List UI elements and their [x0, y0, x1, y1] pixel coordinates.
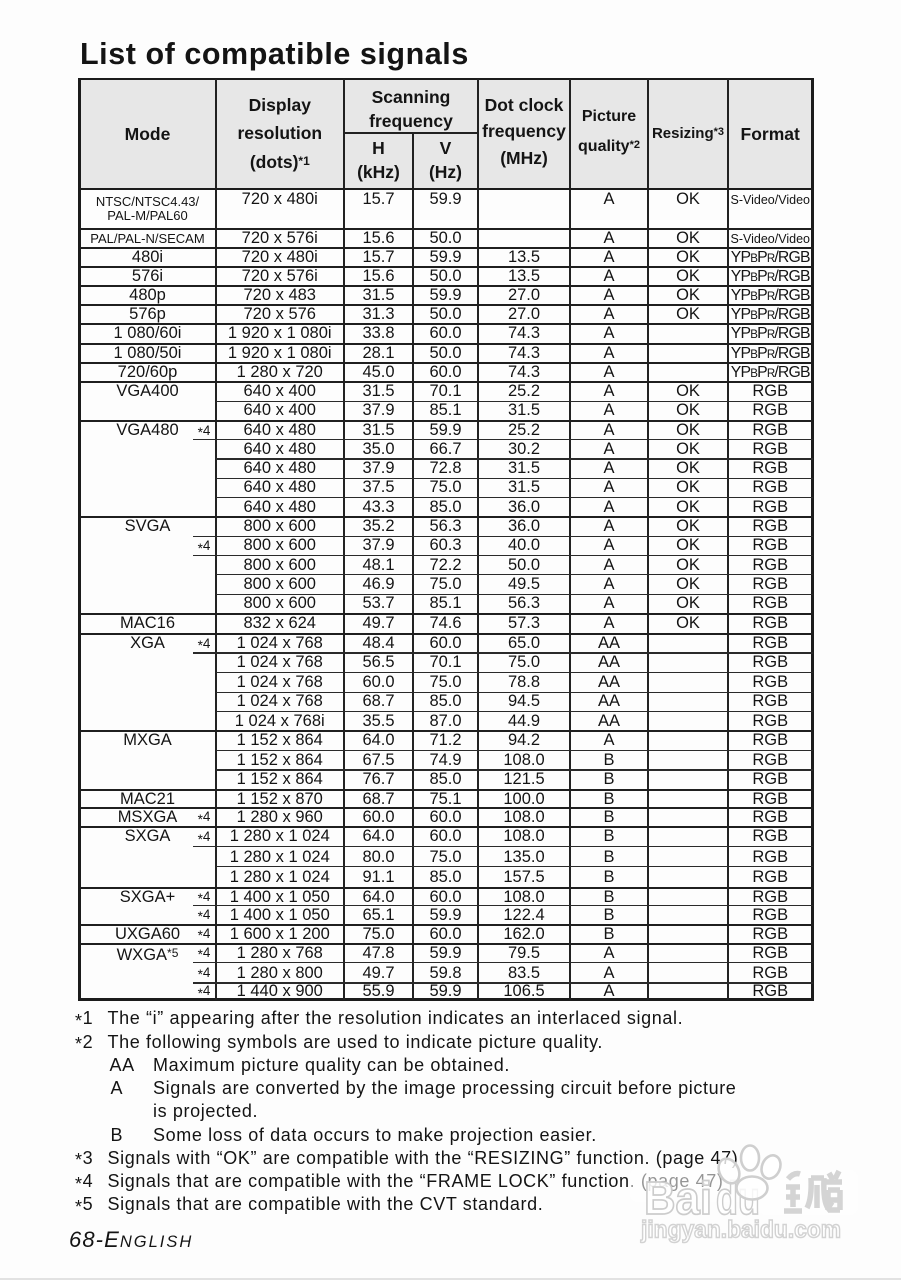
svg-text:jingyan.baidu.com: jingyan.baidu.com [640, 1217, 841, 1244]
svg-text:Bai: Bai [644, 1172, 712, 1224]
